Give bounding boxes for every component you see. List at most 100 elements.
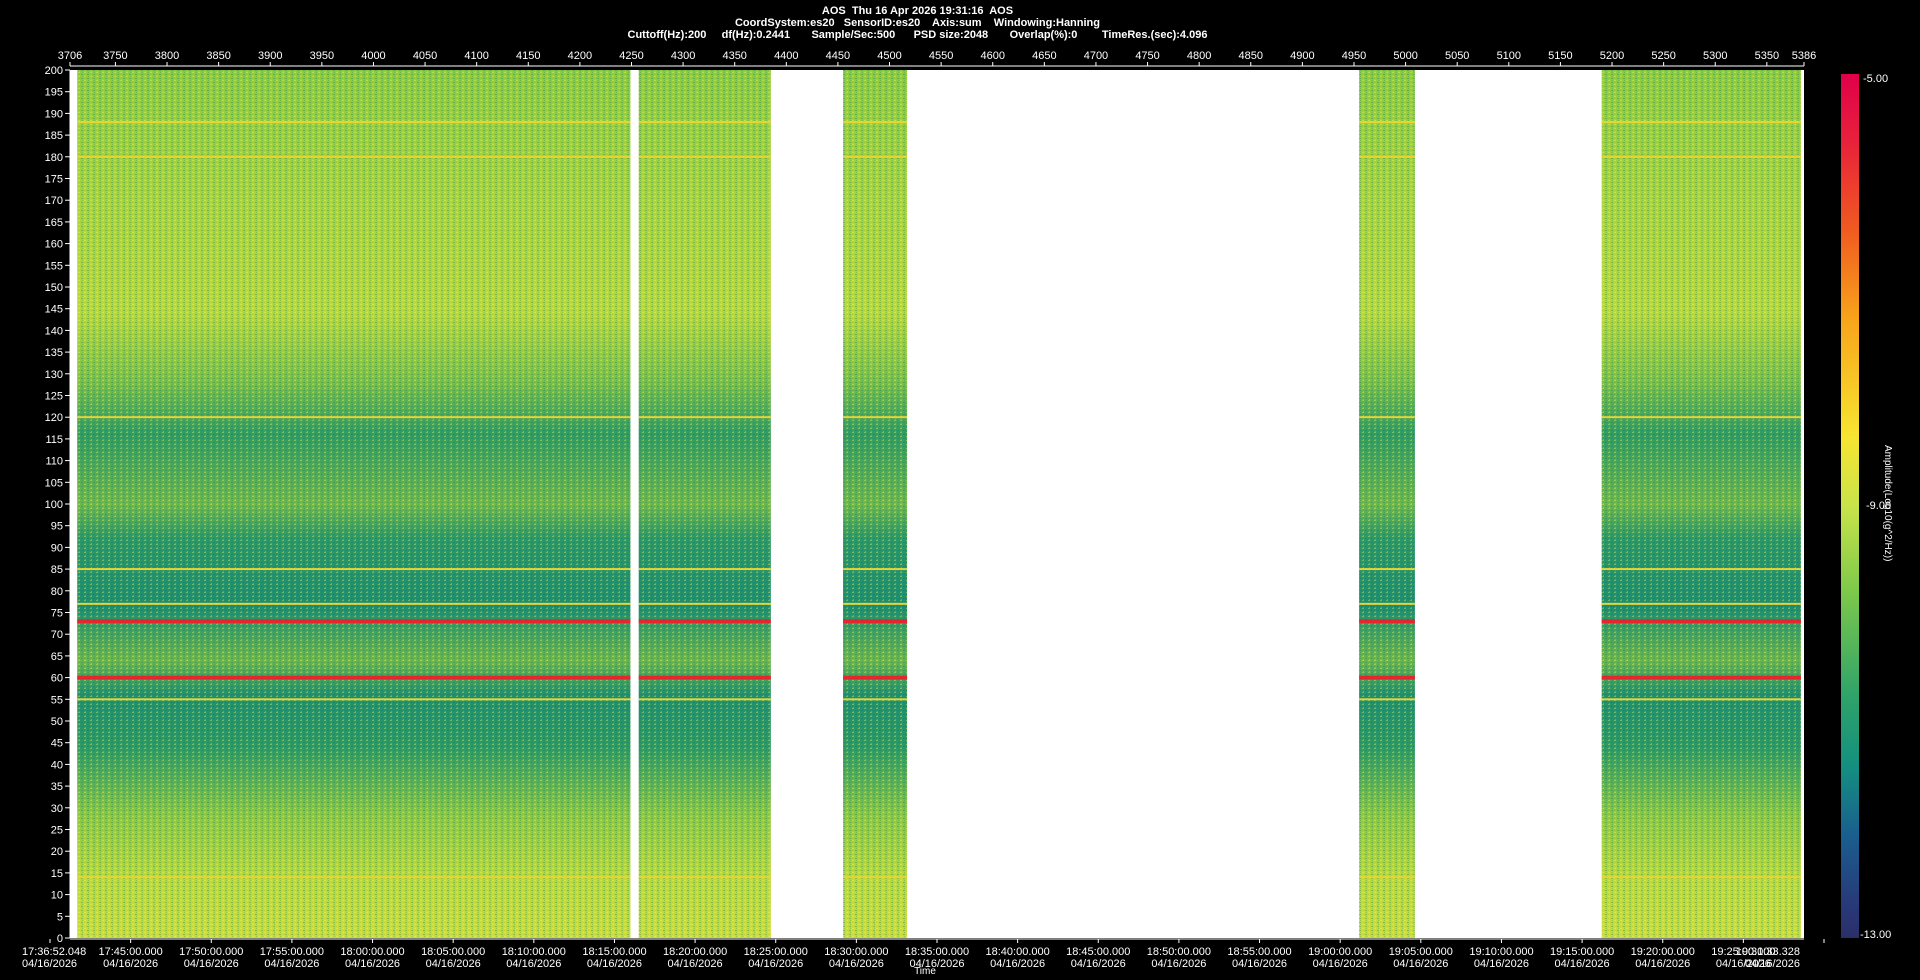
- spectrogram-segment-texture: [638, 70, 771, 938]
- frequency-band-line: [1359, 155, 1415, 158]
- y-tick-label: 80: [51, 586, 63, 598]
- bottom-tick-date-label: 04/16/2026: [1151, 958, 1206, 970]
- bottom-tick-date-label: 04/16/2026: [1716, 958, 1771, 970]
- y-tick-label: 165: [45, 217, 63, 229]
- frequency-band-line: [1359, 698, 1415, 701]
- top-tick-label: 4300: [671, 50, 695, 62]
- spectrogram-segment-texture: [843, 70, 908, 938]
- bottom-tick-time-label: 18:05:00.000: [421, 946, 485, 958]
- top-tick-label: 5200: [1600, 50, 1624, 62]
- chart-subtitle-params: Cuttoff(Hz):200 df(Hz):0.2441 Sample/Sec…: [627, 29, 1208, 41]
- bottom-tick-date-label: 04/16/2026: [1635, 958, 1690, 970]
- y-tick-label: 20: [51, 846, 63, 858]
- bottom-tick-time-label: 19:00:00.000: [1308, 946, 1372, 958]
- bottom-tick-time-label: 17:36:52.048: [22, 946, 86, 958]
- frequency-band-line: [1359, 121, 1415, 124]
- bottom-tick-time-label: 17:45:00.000: [99, 946, 163, 958]
- bottom-tick-date-label: 04/16/2026: [829, 958, 884, 970]
- y-tick-label: 185: [45, 130, 63, 142]
- y-tick-label: 150: [45, 282, 63, 294]
- frequency-band-line: [1601, 155, 1801, 158]
- frequency-band-line: [1601, 698, 1801, 701]
- spectrogram-segments: [77, 70, 1801, 938]
- bottom-tick-date-label: 04/16/2026: [1745, 958, 1800, 970]
- top-tick-label: 4800: [1187, 50, 1211, 62]
- frequency-band-line: [77, 416, 631, 419]
- frequency-band-line: [843, 675, 908, 680]
- spectrogram-segment-texture: [1359, 70, 1415, 938]
- top-tick-label: 4350: [722, 50, 746, 62]
- bottom-tick-time-label: 18:25:00.000: [744, 946, 808, 958]
- frequency-band-line: [1359, 568, 1415, 571]
- colorbar-min-label: -13.00: [1860, 929, 1892, 941]
- y-tick-label: 35: [51, 781, 63, 793]
- bottom-tick-date-label: 04/16/2026: [748, 958, 803, 970]
- frequency-band-line: [843, 416, 908, 419]
- bottom-tick-time-label: 19:20:00.000: [1631, 946, 1695, 958]
- bottom-tick-time-label: 17:55:00.000: [260, 946, 324, 958]
- bottom-tick-date-label: 04/16/2026: [990, 958, 1045, 970]
- y-tick-label: 55: [51, 694, 63, 706]
- bottom-tick-time-label: 18:45:00.000: [1066, 946, 1130, 958]
- frequency-band-line: [1359, 602, 1415, 605]
- top-tick-label: 4500: [877, 50, 901, 62]
- y-tick-label: 10: [51, 890, 63, 902]
- spectrogram-segment-texture: [77, 70, 631, 938]
- frequency-band-line: [77, 698, 631, 701]
- bottom-tick-time-label: 18:15:00.000: [582, 946, 646, 958]
- bottom-tick-date-label: 04/16/2026: [184, 958, 239, 970]
- top-tick-label: 5250: [1651, 50, 1675, 62]
- frequency-band-line: [843, 155, 908, 158]
- top-tick-label: 3950: [310, 50, 334, 62]
- y-tick-label: 105: [45, 477, 63, 489]
- top-tick-label: 5386: [1792, 50, 1816, 62]
- spectrogram-segment-texture: [1601, 70, 1801, 938]
- y-tick-label: 0: [57, 933, 63, 945]
- y-tick-label: 180: [45, 152, 63, 164]
- frequency-band-line: [638, 121, 771, 124]
- frequency-band-line: [77, 121, 631, 124]
- top-tick-label: 4750: [1135, 50, 1159, 62]
- frequency-band-line: [1601, 121, 1801, 124]
- bottom-tick-time-label: 18:10:00.000: [502, 946, 566, 958]
- y-tick-label: 195: [45, 87, 63, 99]
- top-tick-label: 4550: [929, 50, 953, 62]
- y-tick-label: 140: [45, 325, 63, 337]
- bottom-tick-date-label: 04/16/2026: [587, 958, 642, 970]
- y-tick-label: 110: [45, 456, 63, 468]
- frequency-band-line: [638, 568, 771, 571]
- frequency-band-line: [638, 602, 771, 605]
- frequency-band-line: [638, 876, 771, 879]
- top-tick-label: 5150: [1548, 50, 1572, 62]
- frequency-band-line: [77, 155, 631, 158]
- y-tick-label: 170: [45, 195, 63, 207]
- frequency-band-line: [1359, 416, 1415, 419]
- colorbar-gradient: [1841, 74, 1859, 938]
- frequency-band-line: [77, 876, 631, 879]
- y-tick-label: 45: [51, 738, 63, 750]
- y-axis: 0 5 10 15 20 25 30 35 40 45 50 55 60 65 70 75 80 85 90 95 10…: [45, 65, 71, 945]
- y-tick-label: 40: [51, 759, 63, 771]
- y-tick-label: 85: [51, 564, 63, 576]
- colorbar: [1841, 74, 1859, 938]
- bottom-tick-date-label: 04/16/2026: [1313, 958, 1368, 970]
- chart-title: AOS Thu 16 Apr 2026 19:31:16 AOS: [821, 5, 1014, 17]
- frequency-band-line: [1601, 602, 1801, 605]
- top-tick-label: 5100: [1497, 50, 1521, 62]
- bottom-tick-time-label: 18:30:00.000: [824, 946, 888, 958]
- bottom-tick-time-label: 18:35:00.000: [905, 946, 969, 958]
- frequency-band-line: [1601, 568, 1801, 571]
- bottom-tick-date-label: 04/16/2026: [1071, 958, 1126, 970]
- y-tick-label: 30: [51, 803, 63, 815]
- y-tick-label: 65: [51, 651, 63, 663]
- top-tick-label: 3900: [258, 50, 282, 62]
- y-tick-label: 120: [45, 412, 63, 424]
- bottom-tick-date-label: 04/16/2026: [1555, 958, 1610, 970]
- x-axis-label: Time: [914, 966, 936, 977]
- y-tick-label: 145: [45, 304, 63, 316]
- y-tick-label: 115: [45, 434, 63, 446]
- chart-subtitle-settings: CoordSystem:es20 SensorID:es20 Axis:sum …: [734, 17, 1100, 29]
- y-tick-label: 200: [45, 65, 63, 77]
- frequency-band-line: [77, 619, 631, 624]
